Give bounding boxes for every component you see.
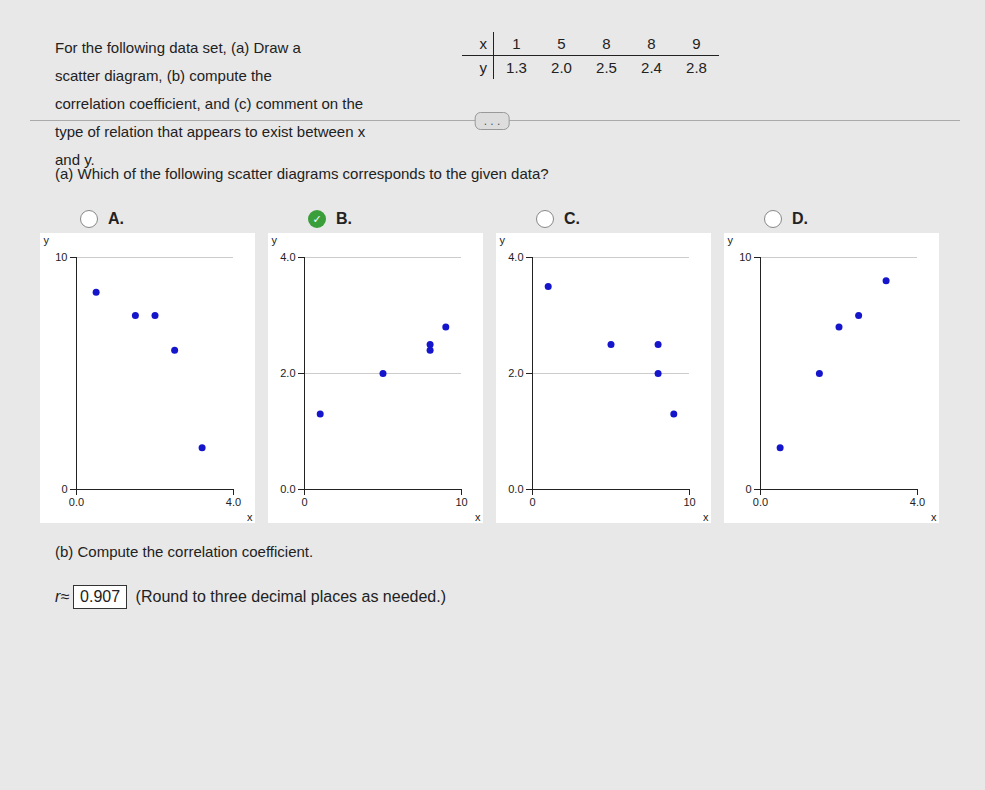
html-text:2.8: 2.8 bbox=[686, 59, 707, 76]
svg-text:4.0: 4.0 bbox=[226, 496, 241, 508]
svg-text:0.0: 0.0 bbox=[69, 496, 84, 508]
svg-text:y: y bbox=[44, 234, 50, 246]
svg-text:10: 10 bbox=[455, 496, 467, 508]
svg-text:0.0: 0.0 bbox=[508, 483, 523, 495]
html-text:8: 8 bbox=[602, 35, 611, 52]
svg-text:y: y bbox=[728, 234, 734, 246]
svg-text:10: 10 bbox=[683, 496, 695, 508]
html-text:2.4: 2.4 bbox=[641, 59, 662, 76]
svg-text:x: x bbox=[703, 511, 709, 523]
svg-text:0: 0 bbox=[301, 496, 307, 508]
svg-text:0: 0 bbox=[529, 496, 535, 508]
svg-text:4.0: 4.0 bbox=[508, 251, 523, 263]
html-text:B.: B. bbox=[336, 210, 352, 227]
html-text:(a) Which of the following sca: (a) Which of the following scatter diagr… bbox=[55, 165, 549, 182]
svg-text:0: 0 bbox=[61, 483, 67, 495]
svg-text:0.0: 0.0 bbox=[280, 483, 295, 495]
html-text:9: 9 bbox=[692, 35, 701, 52]
html-text:For the following data set, (a: For the following data set, (a) Draw a bbox=[55, 39, 301, 56]
html-text:and y.: and y. bbox=[55, 151, 95, 168]
html-text:(b) Compute the correlation co: (b) Compute the correlation coefficient. bbox=[55, 543, 314, 560]
svg-text:x: x bbox=[247, 511, 253, 523]
html-text:A.: A. bbox=[108, 210, 124, 227]
html-text:C.: C. bbox=[564, 210, 580, 227]
svg-text:x: x bbox=[475, 511, 481, 523]
html-text:0.907: 0.907 bbox=[80, 588, 121, 605]
svg-text:y: y bbox=[500, 234, 506, 246]
svg-text:10: 10 bbox=[55, 251, 67, 263]
html-text:5: 5 bbox=[557, 35, 566, 52]
html-text:D.: D. bbox=[792, 210, 808, 227]
html-text:(Round to three decimal places: (Round to three decimal places as needed… bbox=[131, 588, 446, 605]
html-text:y: y bbox=[479, 59, 487, 76]
svg-text:2.0: 2.0 bbox=[280, 367, 295, 379]
html-text:2.0: 2.0 bbox=[551, 59, 572, 76]
html-text:2.5: 2.5 bbox=[596, 59, 617, 76]
svg-text:x: x bbox=[931, 511, 937, 523]
html-text:type of relation that appears: type of relation that appears to exist b… bbox=[55, 123, 366, 140]
svg-text:10: 10 bbox=[739, 251, 751, 263]
svg-text:0.0: 0.0 bbox=[753, 496, 768, 508]
svg-text:0: 0 bbox=[745, 483, 751, 495]
html-text:correlation coefficient, and (: correlation coefficient, and (c) comment… bbox=[55, 95, 364, 112]
html-text:r≈: r≈ bbox=[55, 588, 70, 605]
html-text:1: 1 bbox=[512, 35, 521, 52]
html-text:scatter diagram, (b) compute t: scatter diagram, (b) compute the bbox=[55, 67, 272, 84]
html-text:1.3: 1.3 bbox=[506, 59, 527, 76]
svg-text:4.0: 4.0 bbox=[910, 496, 925, 508]
html-text:x: x bbox=[479, 35, 487, 52]
svg-text:4.0: 4.0 bbox=[280, 251, 295, 263]
html-text:8: 8 bbox=[647, 35, 656, 52]
svg-text:2.0: 2.0 bbox=[508, 367, 523, 379]
svg-text:y: y bbox=[272, 234, 278, 246]
